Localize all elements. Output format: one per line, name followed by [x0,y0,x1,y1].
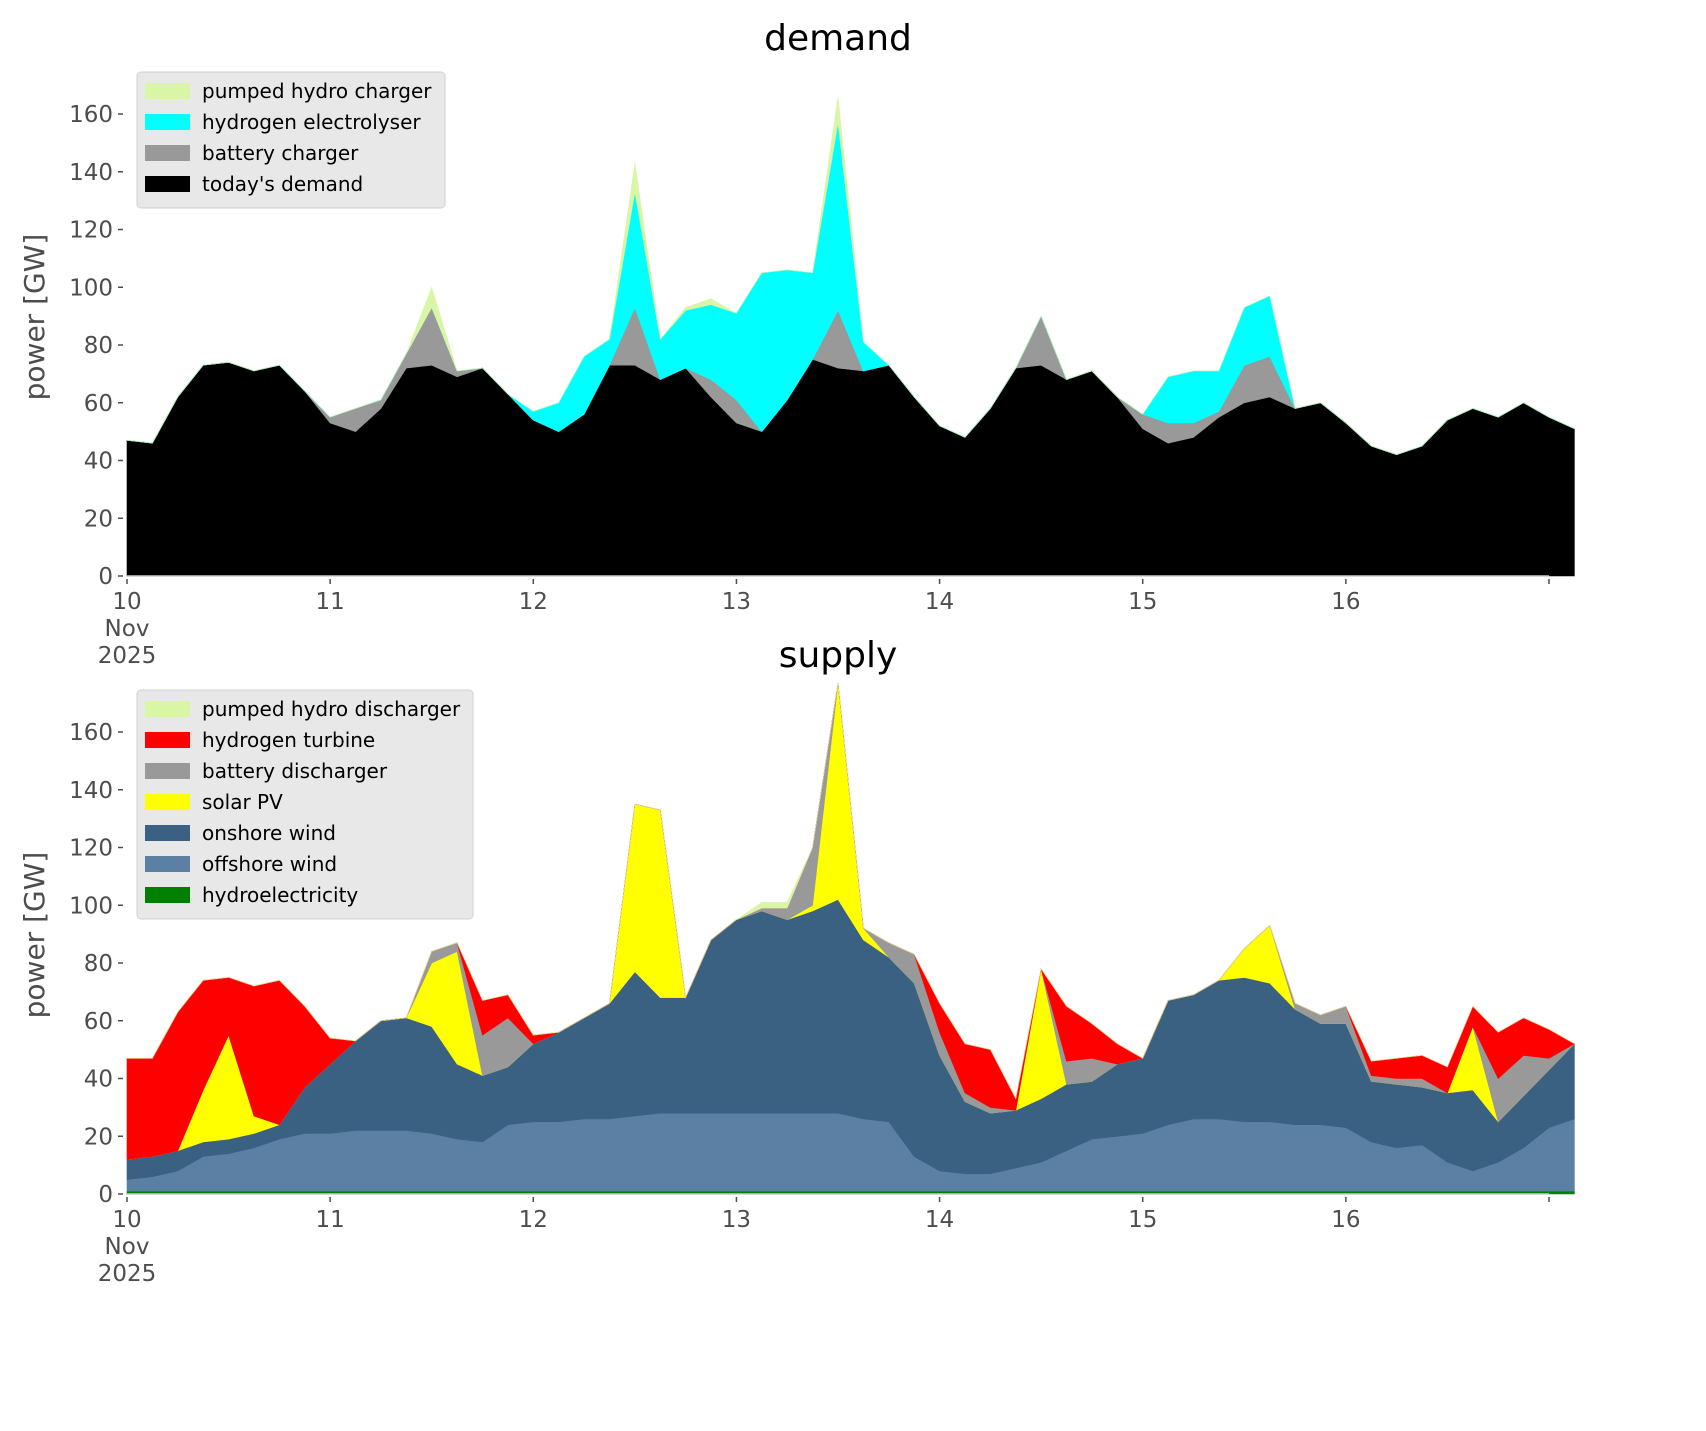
legend-label: hydroelectricity [202,883,358,907]
x-tick-label: 14 [925,589,954,615]
y-tick-label: 60 [84,391,113,417]
x-tick-label: 15 [1128,589,1157,615]
x-tick-label: 14 [925,1207,954,1233]
legend-box [136,71,446,209]
legend-swatch [145,763,190,779]
legend-swatch [145,176,190,192]
y-axis-label: power [GW] [18,852,51,1019]
y-tick-label: 120 [69,218,113,244]
chart-title: supply [779,635,898,676]
y-tick-label: 20 [84,506,113,532]
legend-label: hydrogen electrolyser [202,110,421,134]
legend-swatch [145,701,190,717]
legend-swatch [145,825,190,841]
legend-label: pumped hydro charger [202,79,432,103]
legend-label: hydrogen turbine [202,728,375,752]
y-axis-label: power [GW] [18,234,51,401]
y-tick-label: 120 [69,836,113,862]
x-tick-label: 2025 [98,1261,157,1287]
legend-swatch [145,83,190,99]
x-tick-label: 11 [316,589,345,615]
legend-box [136,689,474,920]
legend-label: pumped hydro discharger [202,697,461,721]
x-tick-label: 13 [722,1207,751,1233]
legend-swatch [145,856,190,872]
area-pumped-hydro-charger [126,96,1575,456]
y-tick-label: 40 [84,1067,113,1093]
legend-swatch [145,887,190,903]
legend-label: solar PV [202,790,283,814]
y-tick-label: 160 [69,102,113,128]
legend-swatch [145,114,190,130]
y-tick-label: 0 [98,1182,113,1208]
supply-areas [126,682,1576,1195]
legend-label: offshore wind [202,852,337,876]
x-tick-label: 12 [519,589,548,615]
area-today-s-demand [126,359,1575,577]
y-tick-label: 80 [84,951,113,977]
y-tick-label: 0 [98,564,113,590]
legend-label: battery discharger [202,759,388,783]
area-pumped-hydro-discharger [127,682,1575,1100]
x-tick-label: 16 [1331,589,1360,615]
demand-areas [126,96,1575,577]
legend-label: today's demand [202,172,363,196]
x-tick-label: 16 [1331,1207,1360,1233]
chart-title: demand [764,18,912,59]
y-tick-label: 20 [84,1124,113,1150]
legend-swatch [145,732,190,748]
x-tick-label: Nov [105,616,150,642]
x-tick-label: 15 [1128,1207,1157,1233]
legend-label: onshore wind [202,821,336,845]
legend-label: battery charger [202,141,359,165]
y-tick-label: 60 [84,1009,113,1035]
x-tick-label: Nov [105,1234,150,1260]
y-tick-label: 80 [84,333,113,359]
y-tick-label: 100 [69,275,113,301]
y-tick-label: 40 [84,449,113,475]
y-tick-label: 100 [69,893,113,919]
supply-legend: pumped hydro discharger hydrogen turbine b… [136,689,474,920]
y-tick-label: 140 [69,778,113,804]
x-tick-label: 11 [316,1207,345,1233]
legend-swatch [145,794,190,810]
x-tick-label: 10 [112,589,141,615]
y-tick-label: 140 [69,160,113,186]
x-tick-label: 10 [112,1207,141,1233]
demand-legend: pumped hydro charger hydrogen electrolyse… [136,71,446,209]
legend-swatch [145,145,190,161]
x-tick-label: 13 [722,589,751,615]
x-tick-label: 2025 [98,643,157,669]
x-tick-label: 12 [519,1207,548,1233]
y-tick-label: 160 [69,720,113,746]
